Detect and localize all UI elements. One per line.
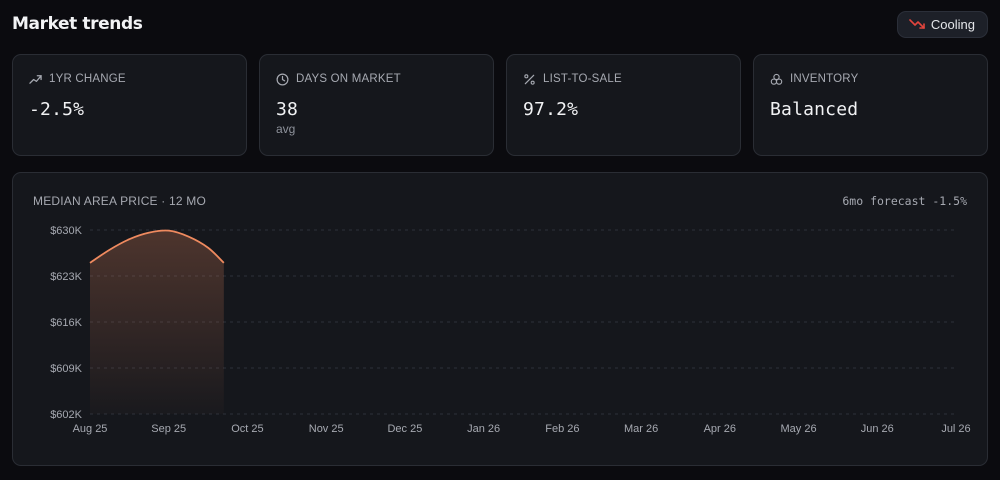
x-tick-label: Jun 26 (861, 423, 894, 435)
y-tick-label: $609K (50, 363, 82, 375)
stat-card-days-on-market: DAYS ON MARKET 38 avg (259, 54, 494, 156)
x-tick-label: Mar 26 (624, 423, 658, 435)
stat-card-inventory: INVENTORY Balanced (753, 54, 988, 156)
y-tick-label: $623K (50, 271, 82, 283)
stat-card-list-to-sale: LIST-TO-SALE 97.2% (506, 54, 741, 156)
price-chart-card: MEDIAN AREA PRICE · 12 MO 6mo forecast -… (12, 172, 988, 466)
stat-sub: avg (276, 122, 296, 136)
page-title: Market trends (12, 14, 143, 34)
percent-icon (524, 73, 535, 85)
y-tick-label: $616K (50, 317, 82, 329)
stat-card-1yr-change: 1YR CHANGE -2.5% (12, 54, 247, 156)
stat-value: 38 (276, 99, 299, 120)
x-tick-label: Aug 25 (73, 423, 108, 435)
layers-icon (770, 73, 783, 85)
status-badge-label: Cooling (930, 16, 975, 32)
series-area (90, 230, 224, 414)
status-badge: Cooling (896, 10, 988, 38)
y-tick-label: $602K (50, 409, 82, 421)
trending-down-icon (909, 19, 925, 29)
chart-title: MEDIAN AREA PRICE · 12 MO (33, 194, 207, 208)
stat-label: 1YR CHANGE (49, 73, 126, 85)
x-tick-label: Oct 25 (231, 423, 263, 435)
x-tick-label: Jan 26 (467, 423, 500, 435)
x-tick-label: Dec 25 (387, 423, 422, 435)
header: Market trends Cooling (12, 10, 988, 38)
chart-forecast: 6mo forecast -1.5% (842, 194, 967, 208)
x-tick-label: May 26 (781, 423, 817, 435)
trending-up-icon (29, 74, 42, 84)
stat-label: LIST-TO-SALE (543, 73, 622, 85)
series-line (89, 229, 225, 264)
x-tick-label: Sep 25 (151, 423, 186, 435)
clock-icon (276, 73, 289, 85)
y-tick-label: $630K (50, 225, 82, 237)
stat-label: INVENTORY (790, 73, 859, 85)
price-chart: $630K $623K $616K $609K $602K Aug 25 Sep 25 Oct… (50, 225, 970, 435)
x-tick-label: Apr 26 (704, 423, 736, 435)
x-tick-label: Nov 25 (309, 423, 344, 435)
stat-label: DAYS ON MARKET (296, 73, 401, 85)
stat-value: -2.5% (29, 99, 85, 120)
stat-value: 97.2% (523, 99, 579, 120)
x-tick-label: Jul 26 (941, 423, 970, 435)
x-tick-label: Feb 26 (545, 423, 579, 435)
stat-value: Balanced (770, 99, 859, 120)
stat-cards: 1YR CHANGE -2.5% DAYS ON MARKET 38 avg L… (12, 54, 988, 156)
